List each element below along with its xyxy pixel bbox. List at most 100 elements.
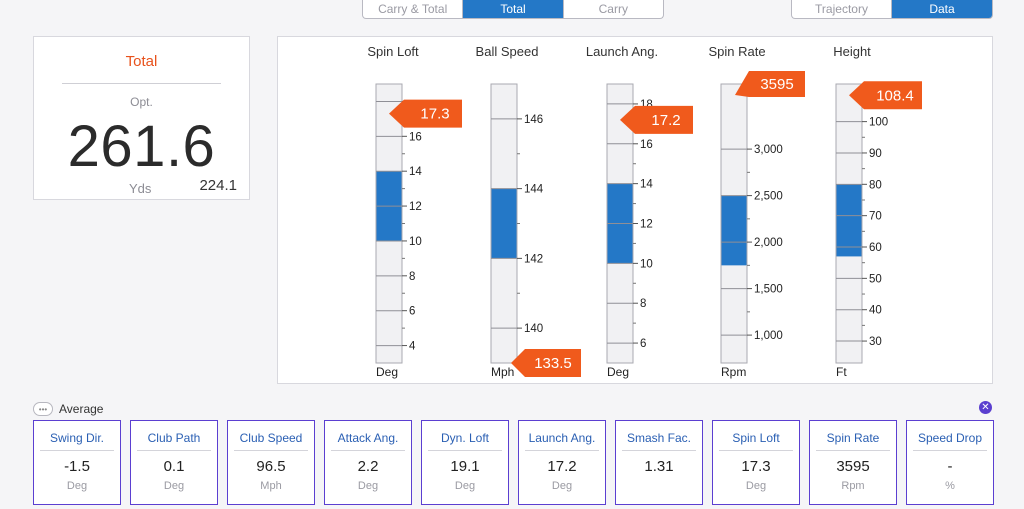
marker-shape (389, 99, 462, 128)
marker-value: 17.2 (651, 112, 680, 129)
tile-label: Club Path (147, 431, 201, 445)
average-tile-dyn-loft[interactable]: Dyn. Loft 19.1 Deg (421, 420, 509, 505)
tick-label: 6 (640, 338, 646, 350)
tile-value: 0.1 (163, 458, 185, 475)
average-tile-launch-ang[interactable]: Launch Ang. 17.2 Deg (518, 420, 606, 505)
tab-trajectory[interactable]: Trajectory (792, 0, 892, 18)
gauge-ball-speed: Ball Speed 140 142 144 146 Mph 133.5 (476, 44, 581, 379)
tick-label: 146 (524, 114, 543, 126)
tile-value: 2.2 (357, 458, 379, 475)
tile-unit: % (945, 480, 955, 492)
average-tile-smash-fac[interactable]: Smash Fac. 1.31 (615, 420, 703, 505)
average-toggle-icon[interactable]: ••• (33, 402, 53, 416)
average-tile-swing-dir[interactable]: Swing Dir. -1.5 Deg (33, 420, 121, 505)
tile-divider (331, 450, 405, 451)
total-distance-card: Total Opt. 261.6 Yds 224.1 (33, 36, 250, 200)
tile-value: 17.3 (741, 458, 771, 475)
tick-label: 14 (640, 179, 653, 191)
tick-label: 16 (409, 131, 422, 143)
gauge-unit: Deg (376, 365, 398, 379)
tile-value: - (947, 458, 953, 475)
average-label: Average (59, 402, 104, 416)
tile-divider (719, 450, 793, 451)
average-tile-club-path[interactable]: Club Path 0.1 Deg (130, 420, 218, 505)
tile-label: Club Speed (239, 431, 303, 445)
gauge-unit: Ft (836, 365, 847, 379)
tick-label: 14 (409, 166, 422, 178)
gauge-unit: Rpm (721, 365, 746, 379)
tick-label: 30 (869, 336, 882, 348)
tick-label: 140 (524, 323, 543, 335)
tab-carry[interactable]: Carry (598, 2, 628, 16)
average-tile-spin-loft[interactable]: Spin Loft 17.3 Deg (712, 420, 800, 505)
average-tile-spin-rate[interactable]: Spin Rate 3595 Rpm (809, 420, 897, 505)
optimal-label: Opt. (130, 95, 153, 109)
tile-divider (816, 450, 890, 451)
gauge-unit: Mph (491, 365, 514, 379)
tick-label: 8 (640, 298, 646, 310)
optimal-range (491, 188, 517, 259)
optimal-range (836, 184, 862, 257)
carry-distance-value: 224.1 (199, 177, 237, 194)
average-tile-speed-drop[interactable]: Speed Drop -% (906, 420, 994, 505)
tick-label: 60 (869, 242, 882, 254)
launch-gauges-panel: Spin Loft 4 6 8 10 12 14 16 Deg 17.3 Ball Speed 140… (277, 36, 993, 384)
tile-label: Swing Dir. (49, 431, 105, 445)
tab-carry-total[interactable]: Carry & Total (363, 0, 464, 18)
marker-shape (511, 349, 581, 377)
tile-value: 96.5 (256, 458, 286, 475)
tile-label: Smash Fac. (626, 431, 692, 445)
tick-label: 16 (640, 139, 653, 151)
average-header: ••• Average (33, 400, 103, 418)
tile-value: 17.2 (547, 458, 577, 475)
tick-label: 1,500 (754, 284, 783, 296)
value-marker: 17.2 (620, 105, 693, 134)
result-mode-tabs: Carry & Total Total Carry (362, 0, 664, 19)
gauge-height: Height 30 40 50 60 70 80 90 100 Ft 108.4 (833, 44, 922, 379)
average-tile-club-speed[interactable]: Club Speed 96.5 Mph (227, 420, 315, 505)
marker-shape (620, 105, 693, 134)
gauge-title: Spin Loft (367, 44, 419, 59)
gauge-title: Spin Rate (708, 44, 765, 59)
gauge-spin-loft: Spin Loft 4 6 8 10 12 14 16 Deg 17.3 (367, 44, 462, 379)
marker-shape (735, 71, 805, 97)
marker-value: 133.5 (534, 355, 572, 372)
tick-label: 12 (409, 201, 422, 213)
gauge-unit: Deg (607, 365, 629, 379)
total-distance-unit: Yds (129, 181, 152, 196)
tile-divider (40, 450, 114, 451)
tile-label: Spin Rate (826, 431, 880, 445)
tile-divider (137, 450, 211, 451)
tick-label: 2,000 (754, 237, 783, 249)
tick-label: 2,500 (754, 191, 783, 203)
view-mode-tabs: Trajectory Data (791, 0, 993, 19)
tick-label: 3,000 (754, 144, 783, 156)
tick-label: 4 (409, 341, 416, 353)
tick-label: 12 (640, 219, 653, 231)
tile-label: Speed Drop (917, 431, 983, 445)
close-icon[interactable]: ✕ (979, 401, 992, 414)
tile-unit: Deg (66, 480, 88, 492)
average-tiles: Swing Dir. -1.5 Deg Club Path 0.1 Deg Club Spe… (33, 420, 995, 505)
tick-label: 142 (524, 253, 543, 265)
value-marker: 17.3 (389, 99, 462, 128)
tile-unit: Mph (260, 480, 282, 492)
tile-unit: Deg (454, 480, 476, 492)
value-marker: 133.5 (511, 349, 581, 377)
average-tile-attack-ang[interactable]: Attack Ang. 2.2 Deg (324, 420, 412, 505)
tile-value: 3595 (836, 458, 870, 475)
tile-value: -1.5 (64, 458, 90, 475)
tick-label: 70 (869, 211, 882, 223)
gauge-title: Ball Speed (476, 44, 539, 59)
tick-label: 40 (869, 305, 882, 317)
tab-total[interactable]: Total (463, 0, 564, 18)
tile-unit: Rpm (841, 480, 865, 492)
marker-value: 3595 (760, 76, 793, 93)
tab-data[interactable]: Data (892, 0, 992, 18)
tile-label: Spin Loft (732, 431, 780, 445)
tile-divider (234, 450, 308, 451)
tick-label: 10 (640, 258, 653, 270)
gauge-title: Launch Ang. (586, 44, 658, 59)
tick-label: 90 (869, 148, 882, 160)
